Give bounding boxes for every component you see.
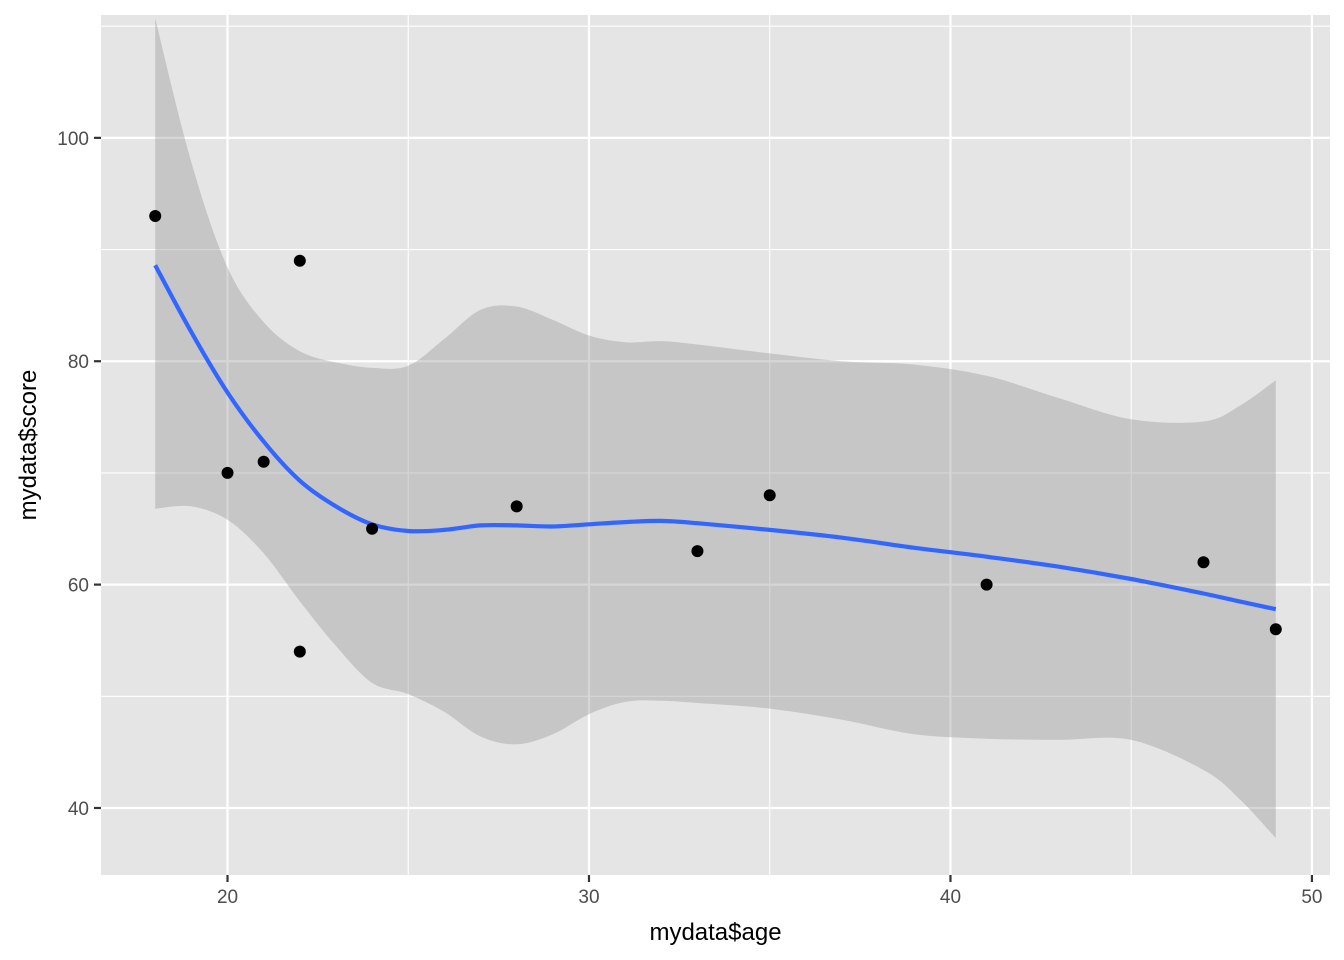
- data-point: [293, 254, 306, 267]
- data-point: [691, 545, 704, 558]
- data-point: [1269, 623, 1282, 636]
- loess-smooth-line: [153, 264, 1277, 612]
- data-point: [510, 500, 523, 513]
- data-point: [221, 466, 234, 479]
- data-point: [257, 455, 270, 468]
- confidence-ribbon: [155, 18, 1276, 839]
- x-tick-label: 20: [217, 887, 238, 908]
- data-point: [149, 210, 162, 223]
- y-axis: 40 60 80 100: [57, 129, 101, 820]
- y-tick-label: 60: [68, 576, 89, 597]
- x-tick-label: 30: [578, 887, 599, 908]
- data-points: [149, 210, 1282, 658]
- y-tick-label: 40: [68, 799, 89, 820]
- y-axis-title: mydata$score: [15, 370, 42, 521]
- data-point: [1197, 556, 1210, 569]
- plot-panel: [101, 15, 1330, 875]
- x-axis-title: mydata$age: [649, 919, 781, 946]
- major-gridlines: [101, 15, 1330, 875]
- minor-gridlines: [101, 15, 1330, 875]
- data-point: [980, 578, 993, 591]
- x-tick-label: 40: [940, 887, 961, 908]
- x-axis: 20 30 40 50: [217, 875, 1322, 908]
- data-point: [293, 645, 306, 658]
- y-tick-label: 100: [57, 129, 89, 150]
- data-point: [763, 489, 776, 502]
- x-tick-label: 50: [1301, 887, 1322, 908]
- y-tick-label: 80: [68, 352, 89, 373]
- data-point: [366, 522, 379, 535]
